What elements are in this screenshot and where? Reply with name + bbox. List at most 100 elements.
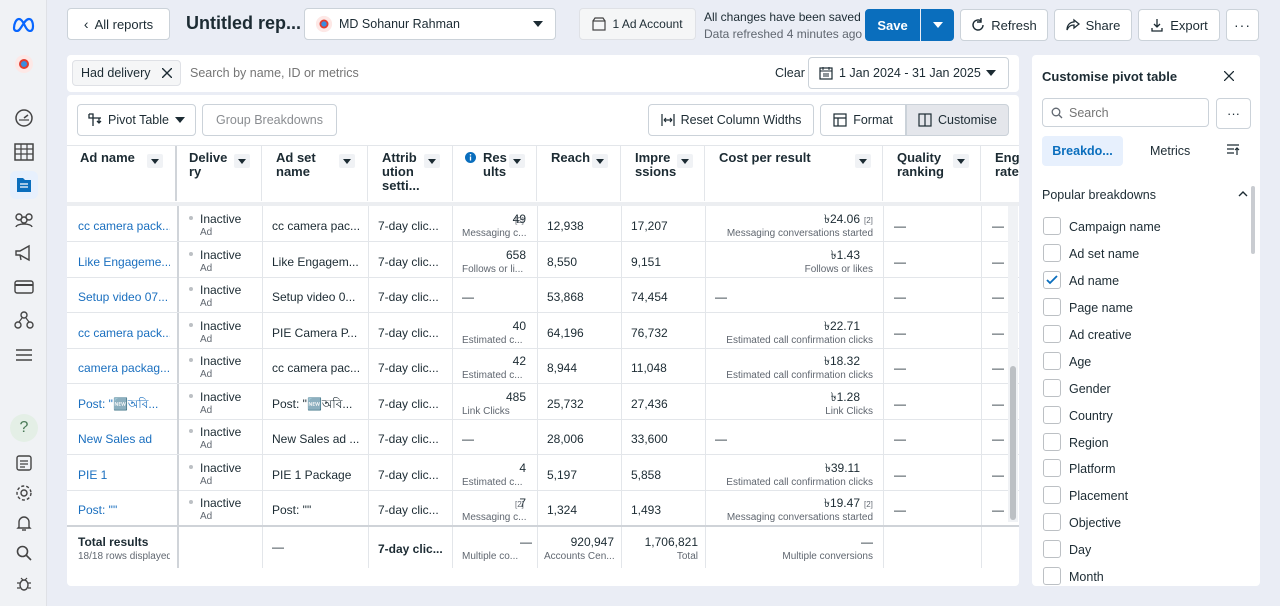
megaphone-icon[interactable]	[10, 239, 38, 267]
report-title[interactable]: Untitled rep...	[186, 13, 302, 33]
column-header-cost-per-result[interactable]: Cost per result	[710, 146, 883, 201]
date-range-picker[interactable]: 1 Jan 2024 - 31 Jan 2025	[808, 57, 1009, 89]
dashboard-icon[interactable]	[10, 104, 38, 132]
column-header-results[interactable]: Res ults	[457, 146, 537, 201]
info-icon[interactable]	[465, 152, 476, 163]
column-divider	[981, 527, 982, 568]
sort-order-icon[interactable]	[1226, 143, 1240, 157]
breakdown-checkbox[interactable]	[1043, 298, 1061, 316]
column-header-quality-ranking[interactable]: Quality ranking	[888, 146, 981, 201]
panel-search-box[interactable]	[1042, 98, 1209, 127]
breakdown-checkbox[interactable]	[1043, 567, 1061, 585]
column-header-attribution-setting[interactable]: Attrib ution setti...	[373, 146, 453, 201]
table-icon[interactable]	[10, 138, 38, 166]
table-scrollbar-thumb[interactable]	[1010, 366, 1016, 520]
column-divider	[537, 490, 538, 525]
tab-metrics[interactable]: Metrics	[1150, 144, 1191, 158]
chevron-up-icon[interactable]	[1238, 191, 1248, 197]
column-header-ad-set-name[interactable]: Ad set name	[267, 146, 368, 201]
reset-column-widths-button[interactable]: Reset Column Widths	[648, 104, 814, 136]
sort-caret-icon[interactable]	[855, 154, 871, 168]
format-button[interactable]: Format	[820, 104, 906, 136]
pivot-table-dropdown[interactable]: Pivot Table	[77, 104, 196, 136]
help-icon[interactable]: ?	[10, 414, 38, 442]
business-assets-icon[interactable]	[10, 306, 38, 334]
sort-caret-icon[interactable]	[147, 154, 163, 168]
close-icon[interactable]	[1224, 71, 1234, 81]
sort-caret-icon[interactable]	[424, 154, 440, 168]
breakdown-checkbox[interactable]	[1043, 540, 1061, 558]
sort-caret-icon[interactable]	[592, 154, 608, 168]
notifications-bell-icon[interactable]	[10, 509, 38, 537]
breakdown-checkbox[interactable]	[1043, 459, 1061, 477]
filter-chip-label: Had delivery	[81, 66, 151, 80]
sort-caret-icon[interactable]	[509, 154, 525, 168]
account-avatar-icon[interactable]	[10, 50, 38, 78]
column-header-delivery[interactable]: Delive ry	[180, 146, 262, 201]
ad-account-button[interactable]: 1 Ad Account	[579, 8, 696, 40]
close-icon[interactable]	[162, 68, 173, 78]
table-scrollbar-track[interactable]	[1008, 206, 1018, 522]
billing-icon[interactable]	[10, 273, 38, 301]
column-divider	[452, 384, 453, 419]
ad-name-link[interactable]: New Sales ad	[78, 432, 153, 446]
account-selector[interactable]: MD Sohanur Rahman	[304, 8, 556, 40]
audience-icon[interactable]	[10, 206, 38, 234]
column-header-reach[interactable]: Reach	[542, 146, 621, 201]
ad-name-link[interactable]: Setup video 07...	[78, 290, 169, 304]
sort-caret-icon[interactable]	[677, 154, 693, 168]
more-options-button[interactable]: ···	[1226, 9, 1259, 41]
ad-name-link[interactable]: Post: ""	[78, 503, 118, 517]
meta-logo-icon[interactable]	[10, 10, 38, 38]
customise-button[interactable]: Customise	[906, 104, 1009, 136]
filter-chip[interactable]: Had delivery	[72, 60, 181, 86]
breakdown-checkbox[interactable]	[1043, 406, 1061, 424]
panel-scrollbar-thumb[interactable]	[1251, 186, 1255, 254]
breakdown-checkbox[interactable]	[1043, 325, 1061, 343]
column-header-impressions[interactable]: Impre ssions	[626, 146, 705, 201]
refresh-button[interactable]: Refresh	[960, 9, 1048, 41]
breakdown-checkbox[interactable]	[1043, 271, 1061, 289]
export-button[interactable]: Export	[1138, 9, 1220, 41]
save-options-dropdown[interactable]	[921, 9, 954, 41]
settings-gear-icon[interactable]	[10, 479, 38, 507]
breakdown-checkbox[interactable]	[1043, 513, 1061, 531]
sort-caret-icon[interactable]	[234, 154, 250, 168]
breakdown-checkbox[interactable]	[1043, 352, 1061, 370]
menu-icon[interactable]	[10, 341, 38, 369]
ad-name-link[interactable]: camera packag...	[78, 361, 170, 375]
column-label: setti...	[382, 178, 420, 193]
group-breakdowns-button[interactable]: Group Breakdowns	[202, 104, 337, 136]
search-icon[interactable]	[10, 539, 38, 567]
ad-name-link[interactable]: cc camera pack...	[78, 219, 170, 233]
column-label: ults	[483, 164, 507, 179]
breakdown-checkbox[interactable]	[1043, 486, 1061, 504]
clear-filters-link[interactable]: Clear	[775, 66, 805, 80]
search-metrics-input[interactable]	[190, 61, 690, 85]
breakdown-checkbox[interactable]	[1043, 379, 1061, 397]
share-button[interactable]: Share	[1054, 9, 1132, 41]
bug-report-icon[interactable]	[10, 570, 38, 598]
notes-icon[interactable]	[10, 449, 38, 477]
cost-per-result-type: Messaging conversations started	[726, 512, 873, 523]
breakdown-label: Ad name	[1069, 274, 1120, 288]
tab-breakdowns[interactable]: Breakdo...	[1042, 136, 1123, 166]
save-button[interactable]: Save	[865, 9, 920, 41]
ad-name-link[interactable]: Post: "🆕অবি...	[78, 397, 159, 411]
sort-caret-icon[interactable]	[953, 154, 969, 168]
ad-name-link[interactable]: cc camera pack...	[78, 326, 170, 340]
panel-search-input[interactable]	[1069, 104, 1199, 122]
breakdown-checkbox[interactable]	[1043, 217, 1061, 235]
breakdown-label: Page name	[1069, 301, 1133, 315]
panel-more-button[interactable]: ···	[1216, 98, 1251, 129]
reports-icon[interactable]	[10, 171, 38, 199]
back-to-reports-button[interactable]: ‹ All reports	[67, 8, 170, 40]
breakdown-checkbox[interactable]	[1043, 244, 1061, 262]
ad-name-link[interactable]: PIE 1	[78, 468, 108, 482]
column-header-engagement-rate[interactable]: Eng rate	[986, 146, 1019, 201]
column-header-ad-name[interactable]: Ad name	[71, 146, 177, 201]
breakdown-checkbox[interactable]	[1043, 433, 1061, 451]
ad-name-link[interactable]: Like Engageme...	[78, 255, 170, 269]
status-dot-icon	[189, 252, 193, 256]
sort-caret-icon[interactable]	[339, 154, 355, 168]
